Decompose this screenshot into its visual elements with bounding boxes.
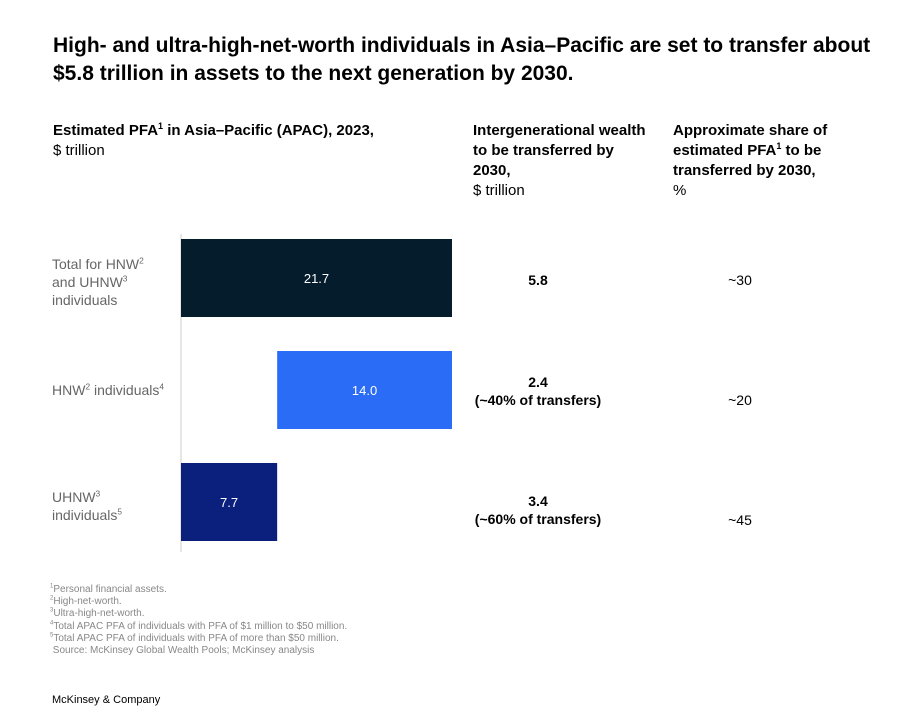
- row-label-total: Total for HNW2 and UHNW3 individuals: [52, 255, 144, 308]
- footnote-1: 1Personal financial assets.: [50, 583, 167, 595]
- footnote-2: 2High-net-worth.: [50, 595, 122, 608]
- column-header-pfa: Estimated PFA1 in Asia–Pacific (APAC), 2…: [53, 121, 374, 160]
- footnote-5: 5Total APAC PFA of individuals with PFA …: [50, 632, 339, 644]
- share-value-total: ~30: [728, 272, 752, 288]
- row-label-uhnw: UHNW3 individuals5: [52, 488, 123, 523]
- share-value-uhnw: ~45: [728, 512, 752, 528]
- bar-uhnw: [181, 463, 278, 541]
- transfer-value-uhnw: 3.4 (~60% of transfers): [474, 493, 602, 527]
- footnotes: 1Personal financial assets. 2High-net-wo…: [50, 584, 347, 657]
- bar-value-label-total: 21.7: [304, 271, 329, 286]
- bar-total: [181, 239, 452, 317]
- transfer-note-uhnw: (~60% of transfers): [474, 511, 602, 527]
- transfer-value-total: 5.8: [528, 272, 548, 288]
- bar-value-label-hnw: 14.0: [352, 383, 377, 398]
- transfer-note-hnw: (~40% of transfers): [474, 392, 602, 408]
- column-header-share: Approximate share of estimated PFA1 to b…: [673, 122, 828, 199]
- column-header-transfer: Intergenerational wealth to be transferr…: [473, 122, 646, 199]
- bar-value-label-uhnw: 7.7: [220, 495, 238, 510]
- footnote-4: 4Total APAC PFA of individuals with PFA …: [50, 620, 348, 632]
- source-note: Source: McKinsey Global Wealth Pools; Mc…: [50, 645, 315, 657]
- bar-hnw: [277, 351, 452, 429]
- share-value-hnw: ~20: [728, 392, 752, 408]
- row-label-hnw: HNW2 individuals4: [52, 381, 165, 398]
- footnote-3: 3Ultra-high-net-worth.: [50, 608, 145, 620]
- brand-logo-text: McKinsey & Company: [52, 694, 161, 706]
- transfer-value-hnw: 2.4 (~40% of transfers): [474, 374, 602, 408]
- chart-title: High- and ultra-high-net-worth individua…: [53, 34, 871, 85]
